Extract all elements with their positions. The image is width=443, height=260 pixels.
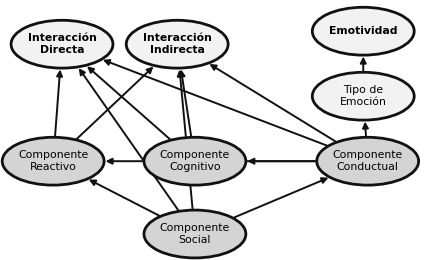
Ellipse shape bbox=[126, 20, 228, 68]
Text: Componente
Reactivo: Componente Reactivo bbox=[18, 150, 88, 172]
Text: Componente
Conductual: Componente Conductual bbox=[333, 150, 403, 172]
Text: Componente
Social: Componente Social bbox=[160, 223, 230, 245]
Ellipse shape bbox=[11, 20, 113, 68]
Ellipse shape bbox=[144, 137, 246, 185]
Text: Tipo de
Emoción: Tipo de Emoción bbox=[340, 85, 387, 107]
Ellipse shape bbox=[2, 137, 104, 185]
Ellipse shape bbox=[312, 7, 414, 55]
Text: Interacción
Directa: Interacción Directa bbox=[27, 33, 97, 55]
Ellipse shape bbox=[317, 137, 419, 185]
Text: Interacción
Indirecta: Interacción Indirecta bbox=[143, 33, 212, 55]
Ellipse shape bbox=[144, 210, 246, 258]
Text: Emotividad: Emotividad bbox=[329, 26, 397, 36]
Ellipse shape bbox=[312, 72, 414, 120]
Text: Componente
Cognitivo: Componente Cognitivo bbox=[160, 150, 230, 172]
